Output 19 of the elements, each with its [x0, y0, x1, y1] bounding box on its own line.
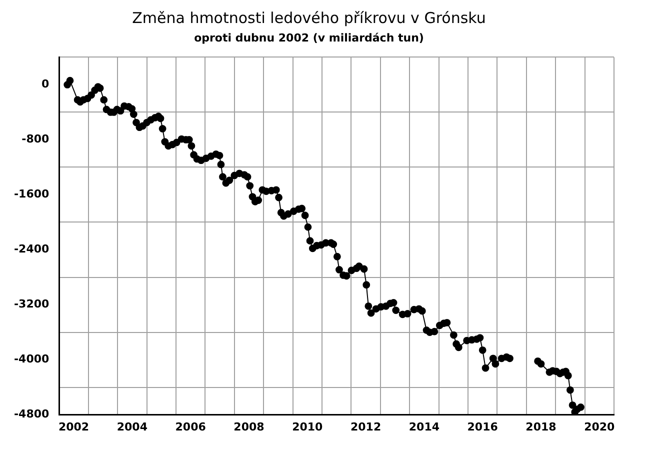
y-tick-label: -4000 [14, 352, 50, 366]
y-tick-label: -800 [22, 132, 50, 146]
x-tick-label: 2020 [584, 420, 616, 434]
y-tick-label: 0 [42, 78, 50, 91]
y-tick-label: -1600 [14, 188, 50, 201]
x-tick-label: 2004 [116, 420, 148, 434]
x-tick-label: 2006 [175, 420, 206, 434]
y-tick-label: -4800 [14, 408, 50, 421]
x-tick-label: 2014 [408, 420, 440, 434]
x-tick-label: 2002 [58, 420, 90, 434]
x-tick-label: 2018 [526, 420, 556, 434]
x-tick-label: 2012 [350, 420, 382, 434]
y-tick-label: -3200 [14, 298, 50, 311]
x-tick-label: 2010 [292, 420, 324, 434]
x-tick-label: 2016 [467, 420, 498, 434]
chart-title: Změna hmotnosti ledového příkrovu v Grónsku [132, 8, 486, 27]
y-tick-label: -2400 [14, 242, 50, 256]
x-tick-label: 2008 [234, 420, 264, 434]
chart-subtitle: oproti dubnu 2002 (v miliardách tun) [194, 31, 424, 44]
